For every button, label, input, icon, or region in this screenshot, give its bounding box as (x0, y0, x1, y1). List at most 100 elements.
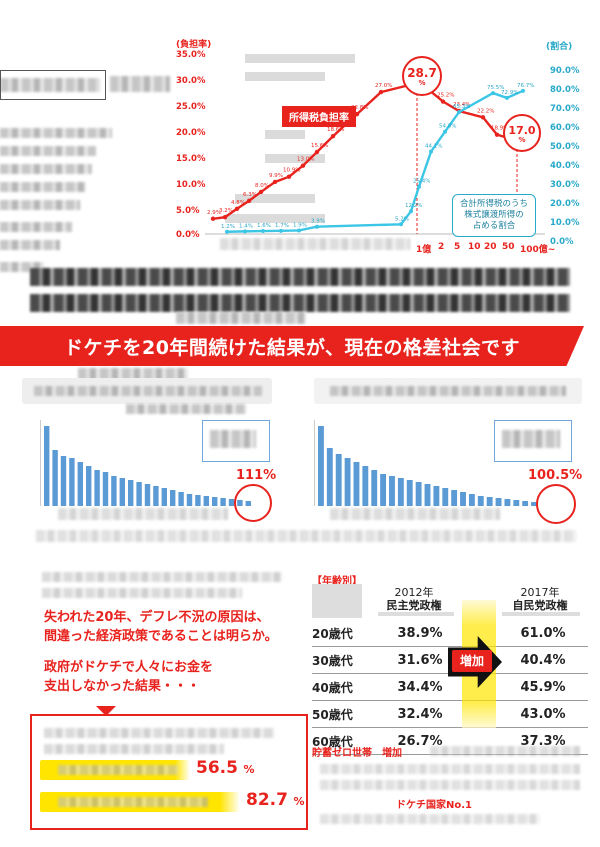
value-2012-cell: 38.9% (372, 620, 468, 647)
stats-blurred-1 (44, 728, 274, 738)
age-cell: 20歳代 (312, 620, 372, 647)
end-unit: % (518, 136, 526, 144)
panel-bar (153, 486, 159, 506)
tax-burden-point (210, 216, 216, 221)
left-tick-0: 35.0% (176, 50, 206, 60)
x-axis-labels: 1億 2 5 10 20 50 100億~ (360, 242, 560, 260)
tax-burden-chart: 2.9%3.2%4.8%6.3%8.0%9.9%10.9%13.0%15.6%1… (205, 54, 545, 235)
x-label-2: 2 (438, 242, 445, 252)
stock-share-point (315, 224, 319, 229)
value-2017-cell: 40.4% (498, 646, 588, 674)
age-row: 40歳代 34.4% 45.9% (312, 673, 588, 701)
age-row: 50歳代 32.4% 43.0% (312, 700, 588, 728)
blurred-band-1 (30, 268, 570, 286)
tax-burden-point-label: 4.8% (231, 200, 245, 206)
tax-burden-point (494, 132, 500, 137)
tax-burden-point-label: 18.9% (491, 126, 508, 132)
panel-bar (344, 458, 351, 506)
tax-burden-point-label: 27.0% (375, 83, 392, 89)
tax-burden-label: 所得税負担率 (282, 106, 356, 127)
stock-share-point (297, 228, 301, 233)
right-panel-title-text (330, 386, 566, 396)
value-2012-cell: 32.4% (372, 700, 468, 728)
right-panel-ring (536, 484, 576, 524)
left-text-line-2 (0, 146, 96, 156)
panel-bar (406, 480, 413, 506)
right-panel-legend-text (502, 430, 560, 448)
right-tick-8: 10.0% (550, 218, 580, 228)
stock-share-points: 1.2% 1.4% 1.6% 1.7% 1.9% 3.9% 5.2% 12.2% 25.4% 44… (221, 83, 534, 234)
stock-share-point-label: 12.2% (405, 203, 422, 209)
mid-blurred-line-1 (36, 530, 576, 542)
tax-burden-point-label: 18.6% (327, 127, 344, 133)
panel-bar (136, 482, 142, 506)
stock-share-point (491, 91, 495, 96)
right-tick-3: 60.0% (550, 123, 580, 133)
panel-bar (161, 488, 167, 506)
stock-share-point (443, 129, 447, 134)
stat1: 56.5 % (196, 758, 255, 778)
tax-burden-point (314, 149, 320, 155)
tax-burden-point-label: 9.9% (269, 173, 283, 179)
stock-share-point-label: 1.2% (221, 224, 235, 230)
tax-burden-point-label: 2.9% (207, 210, 221, 216)
panel-bar (186, 494, 193, 506)
right-tick-4: 50.0% (550, 142, 580, 152)
left-axis-ticks: 35.0% 30.0% 25.0% 20.0% 15.0% 10.0% 5.0%… (176, 50, 208, 240)
stock-share-point (399, 222, 403, 227)
stock-share-callout: 合計所得税のうち 株式譲渡所得の 占める割合 (452, 194, 536, 237)
tax-burden-point (222, 214, 228, 220)
stat2-bar-text (58, 797, 208, 807)
left-text-line-1 (0, 128, 112, 138)
stat2-value: 82.7 (246, 790, 288, 810)
col-2012-party: 民主党政権 (386, 599, 442, 612)
panel-bar (371, 470, 378, 506)
stock-share-point-label: 54.8% (439, 124, 456, 130)
tax-burden-point (246, 198, 252, 204)
left-text-line-8 (0, 262, 44, 272)
stock-share-point (261, 229, 265, 234)
left-text-line-4 (0, 182, 86, 192)
panel-bar (170, 490, 176, 506)
right-tick-5: 40.0% (550, 161, 580, 171)
tax-burden-point (378, 89, 384, 95)
tax-burden-point-label: 15.6% (311, 143, 328, 149)
tax-burden-point-label: 22.8% (351, 105, 368, 111)
stock-share-point (243, 229, 247, 234)
panel-bar (52, 450, 58, 506)
down-arrow-icon (96, 706, 116, 716)
left-tick-6: 5.0% (176, 206, 200, 216)
panel-bar (195, 495, 201, 506)
age-section-label: 【年齢別】 (312, 576, 362, 587)
left-tick-5: 10.0% (176, 180, 206, 190)
stat1-bar-text (58, 765, 178, 775)
lost-years-line-1: 失われた20年、デフレ不況の原因は、 (44, 610, 270, 625)
headline-banner: ドケチを20年間続けた結果が、現在の格差社会です (0, 326, 584, 366)
panel-bar (228, 499, 235, 506)
stock-share-point (409, 209, 413, 214)
stock-share-point (417, 184, 421, 189)
left-panel-percent: 111% (236, 468, 277, 483)
panel-bar (212, 497, 218, 506)
left-panel-bars (44, 426, 251, 506)
lower-left-blurred-1 (42, 572, 282, 582)
stock-share-point-label: 1.9% (293, 222, 307, 228)
stock-share-point (457, 110, 461, 115)
value-2012-cell: 34.4% (372, 673, 468, 701)
left-tick-3: 20.0% (176, 128, 206, 138)
top-left-source-text (110, 76, 170, 92)
panel-bar (397, 478, 404, 506)
stock-share-point-label: 1.7% (275, 223, 289, 229)
right-tick-6: 30.0% (550, 180, 580, 190)
col-2017-year: 2017年 (520, 586, 560, 599)
stock-share-point (225, 229, 229, 234)
panel-bar (220, 498, 226, 506)
tax-burden-point-label: 8.0% (255, 183, 269, 189)
stock-share-point (429, 149, 433, 154)
lost-years-line-2: 間違った経済政策であることは明らか。 (44, 629, 278, 644)
stock-share-point-label: 76.7% (517, 83, 534, 89)
panel-bar (504, 499, 511, 506)
tax-burden-point-label: 25.2% (437, 93, 454, 99)
left-panel-footnote (58, 508, 228, 520)
col-2017-header: 2017年 自民党政権 (494, 586, 586, 612)
